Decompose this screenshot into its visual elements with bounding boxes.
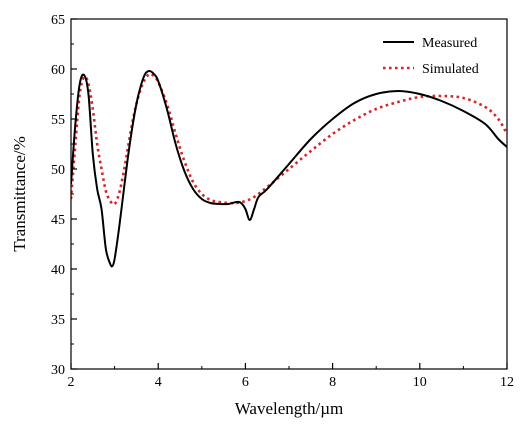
x-tick-label: 2 xyxy=(68,375,75,390)
legend-label-simulated: Simulated xyxy=(422,62,479,77)
series-layer xyxy=(71,70,507,268)
legend: Measured Simulated xyxy=(383,36,479,77)
x-tick-label: 6 xyxy=(242,375,249,390)
legend-label-measured: Measured xyxy=(422,36,477,51)
y-tick-label: 40 xyxy=(51,263,65,278)
x-tick-label: 4 xyxy=(155,375,162,390)
y-axis-title: Transmittance/% xyxy=(10,136,29,252)
x-tick-label: 10 xyxy=(413,375,427,390)
y-tick-label: 65 xyxy=(51,13,65,28)
x-axis-title: Wavelength/µm xyxy=(235,399,344,418)
series-line-measured xyxy=(71,70,507,268)
x-tick-label: 12 xyxy=(500,375,514,390)
y-axis-ticks: 30 35 40 45 50 55 60 65 xyxy=(51,13,77,378)
y-tick-label: 60 xyxy=(51,63,65,78)
y-tick-label: 35 xyxy=(51,313,65,328)
x-tick-label: 8 xyxy=(329,375,336,390)
y-tick-label: 55 xyxy=(51,113,65,128)
y-tick-label: 45 xyxy=(51,213,65,228)
x-axis-ticks: 2 4 6 8 10 12 xyxy=(68,363,514,390)
series-line-simulated xyxy=(71,72,507,206)
y-tick-label: 30 xyxy=(51,363,65,378)
y-tick-label: 50 xyxy=(51,163,65,178)
